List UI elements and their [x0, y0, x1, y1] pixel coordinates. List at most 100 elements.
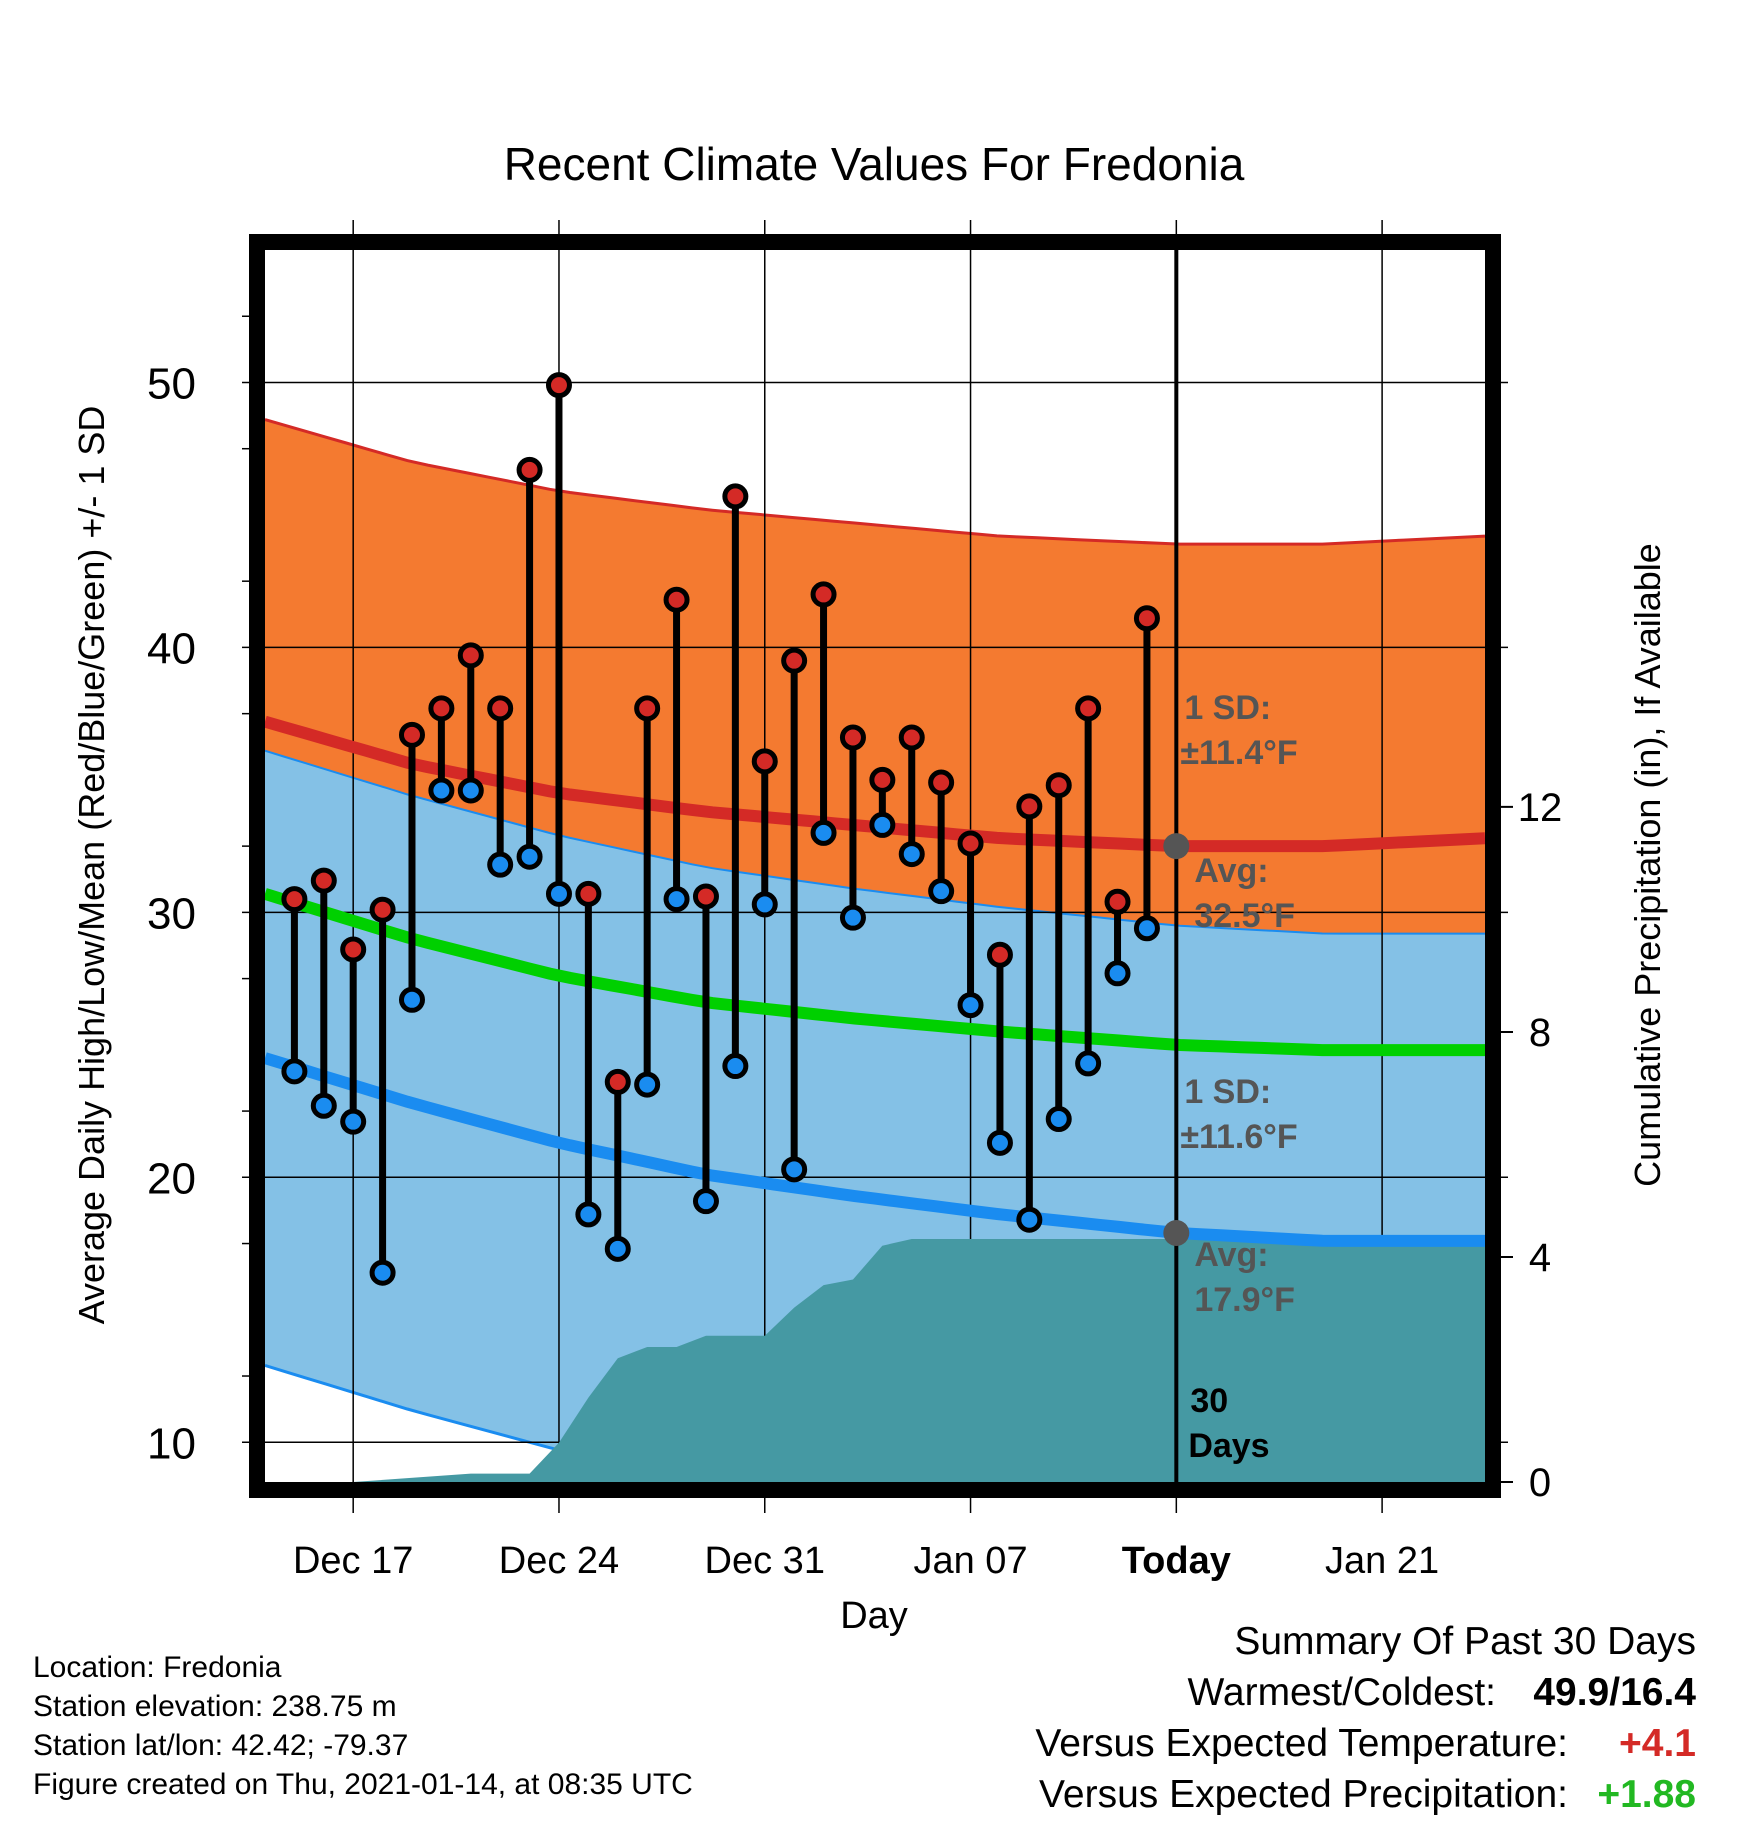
daily-high-point-11: [575, 880, 602, 907]
daily-low-point-13: [634, 1071, 661, 1098]
daily-high-point-21: [869, 766, 896, 793]
daily-high-point-27: [1045, 772, 1072, 799]
normal-low-line: [265, 1052, 1485, 1247]
low-sd-label: 1 SD:: [1184, 1073, 1271, 1111]
daily-high-point-8: [487, 695, 514, 722]
y-tick-label-5: 50: [147, 359, 196, 408]
daily-high-point-6: [428, 695, 455, 722]
daily-high-point-9: [516, 456, 543, 483]
cumulative-precip-area: [353, 1239, 1485, 1482]
y-tick-label-4: 40: [147, 624, 196, 673]
low-sd-value: ±11.6°F: [1180, 1118, 1297, 1156]
daily-high-point-18: [781, 647, 808, 674]
daily-low-point-16: [722, 1053, 749, 1080]
daily-low-point-28: [1075, 1050, 1102, 1077]
x-axis-label: Day: [840, 1595, 908, 1637]
daily-high-point-29: [1104, 888, 1131, 915]
daily-low-point-12: [604, 1235, 631, 1262]
daily-low-point-2: [310, 1092, 337, 1119]
x-tick-label-6: Jan 21: [1325, 1540, 1439, 1582]
precip-vs-expected-label: Versus Expected Precipitation:: [1039, 1773, 1568, 1816]
daily-high-point-28: [1075, 695, 1102, 722]
low-avg-value: 17.9°F: [1194, 1281, 1295, 1319]
daily-high-point-24: [957, 830, 984, 857]
daily-low-point-18: [781, 1156, 808, 1183]
daily-low-point-14: [663, 886, 690, 913]
daily-high-point-17: [751, 748, 778, 775]
summary-heading: Summary Of Past 30 Days: [1234, 1620, 1696, 1663]
daily-low-point-23: [928, 878, 955, 905]
y-axis-label: Average Daily High/Low/Mean (Red/Blue/Gr…: [71, 406, 112, 1325]
daily-high-point-7: [457, 642, 484, 669]
daily-high-point-25: [986, 941, 1013, 968]
daily-low-point-26: [1016, 1206, 1043, 1233]
daily-high-point-30: [1133, 605, 1160, 632]
daily-low-point-11: [575, 1201, 602, 1228]
today-high-avg-marker: [1163, 833, 1190, 860]
y2-tick-label-4: 12: [1518, 786, 1563, 830]
y-tick-label-3: 30: [147, 889, 196, 938]
daily-low-point-4: [369, 1259, 396, 1286]
x-tick-label-2: Dec 24: [499, 1540, 619, 1582]
daily-high-point-19: [810, 581, 837, 608]
daily-low-point-1: [281, 1058, 308, 1085]
daily-high-point-5: [398, 721, 425, 748]
chart-title: Recent Climate Values For Fredonia: [504, 138, 1245, 190]
daily-high-point-2: [310, 867, 337, 894]
station-location: Location: Fredonia: [33, 1651, 282, 1684]
station-latlon: Station lat/lon: 42.42; -79.37: [33, 1729, 409, 1762]
y-tick-label-2: 20: [147, 1154, 196, 1203]
daily-low-point-9: [516, 843, 543, 870]
low-sd-upper-edge: [265, 749, 1485, 935]
daily-high-point-10: [545, 372, 572, 399]
y2-tick-label-2: 4: [1529, 1236, 1551, 1280]
precip-vs-expected-value: +1.88: [1597, 1773, 1696, 1816]
daily-low-point-21: [869, 811, 896, 838]
x-tick-label-4: Jan 07: [913, 1540, 1027, 1582]
daily-low-point-7: [457, 777, 484, 804]
daily-high-point-15: [692, 883, 719, 910]
warm-cold-value: 49.9/16.4: [1533, 1671, 1696, 1714]
today-days-label-word: Days: [1188, 1427, 1269, 1465]
high-sd-value: ±11.4°F: [1180, 734, 1297, 772]
daily-high-point-3: [340, 936, 367, 963]
daily-low-point-29: [1104, 960, 1131, 987]
daily-low-point-3: [340, 1108, 367, 1135]
x-tick-label-5: Today: [1122, 1540, 1231, 1582]
daily-high-point-26: [1016, 793, 1043, 820]
daily-high-point-4: [369, 896, 396, 923]
daily-high-point-14: [663, 586, 690, 613]
temp-vs-expected-value: +4.1: [1619, 1722, 1696, 1765]
x-tick-label-3: Dec 31: [705, 1540, 825, 1582]
y2-tick-label-1: 0: [1529, 1461, 1551, 1505]
daily-low-point-25: [986, 1129, 1013, 1156]
figure-created: Figure created on Thu, 2021-01-14, at 08…: [33, 1768, 693, 1801]
daily-high-point-20: [839, 724, 866, 751]
high-avg-value: 32.5°F: [1194, 897, 1295, 935]
plot-frame: [249, 234, 1501, 1498]
daily-low-point-5: [398, 986, 425, 1013]
daily-low-point-15: [692, 1188, 719, 1215]
daily-low-point-19: [810, 819, 837, 846]
y2-axis-label: Cumulative Precipitation (in), If Availa…: [1627, 543, 1668, 1187]
daily-low-point-22: [898, 841, 925, 868]
warm-cold-label: Warmest/Coldest:: [1187, 1671, 1496, 1714]
y2-tick-label-3: 8: [1529, 1011, 1551, 1055]
daily-high-point-13: [634, 695, 661, 722]
low-sd-lower-edge: [265, 1363, 717, 1482]
daily-low-point-20: [839, 904, 866, 931]
station-elevation: Station elevation: 238.75 m: [33, 1690, 397, 1723]
high-avg-label: Avg:: [1194, 852, 1268, 890]
high-sd-upper-edge: [265, 418, 1485, 546]
high-sd-label: 1 SD:: [1184, 689, 1271, 727]
x-tick-label-1: Dec 17: [293, 1540, 413, 1582]
normal-mean-line: [265, 888, 1485, 1057]
daily-low-point-30: [1133, 915, 1160, 942]
y-tick-label-1: 10: [147, 1419, 196, 1468]
daily-high-point-23: [928, 769, 955, 796]
daily-high-point-22: [898, 724, 925, 751]
daily-low-point-24: [957, 992, 984, 1019]
low-avg-label: Avg:: [1194, 1236, 1268, 1274]
today-days-label-number: 30: [1190, 1382, 1228, 1420]
